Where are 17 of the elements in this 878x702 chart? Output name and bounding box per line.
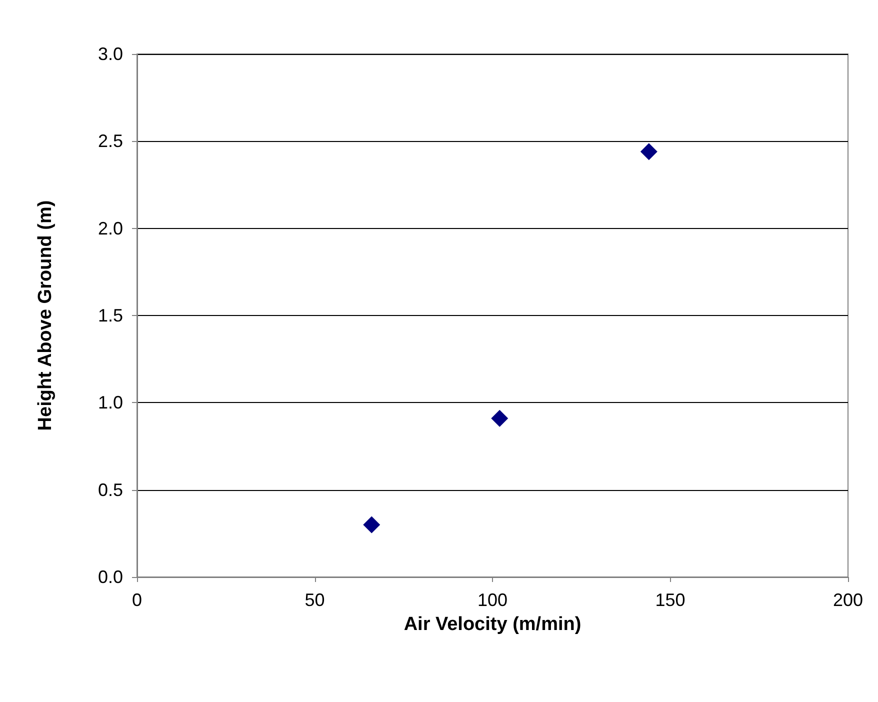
y-tick-label: 0.0 [98, 567, 123, 587]
x-tick-label: 0 [132, 590, 142, 610]
y-tick-label: 2.5 [98, 131, 123, 152]
x-axis-title: Air Velocity (m/min) [404, 614, 582, 635]
y-tick-label: 3.0 [98, 44, 123, 64]
point [363, 516, 380, 534]
y-tick-label: 1.5 [98, 306, 123, 326]
y-tick-label: 0.5 [98, 480, 123, 500]
x-tick-label: 50 [304, 590, 325, 610]
x-tick-label: 150 [655, 590, 686, 610]
point [491, 410, 508, 427]
x-tick-label: 100 [477, 590, 508, 610]
y-tick-label: 2.0 [98, 218, 123, 238]
point [640, 143, 658, 160]
x-tick-label: 200 [832, 590, 864, 610]
y-tick-label: 1.0 [98, 392, 123, 413]
y-axis-title: Height Above Ground (m) [35, 200, 56, 431]
